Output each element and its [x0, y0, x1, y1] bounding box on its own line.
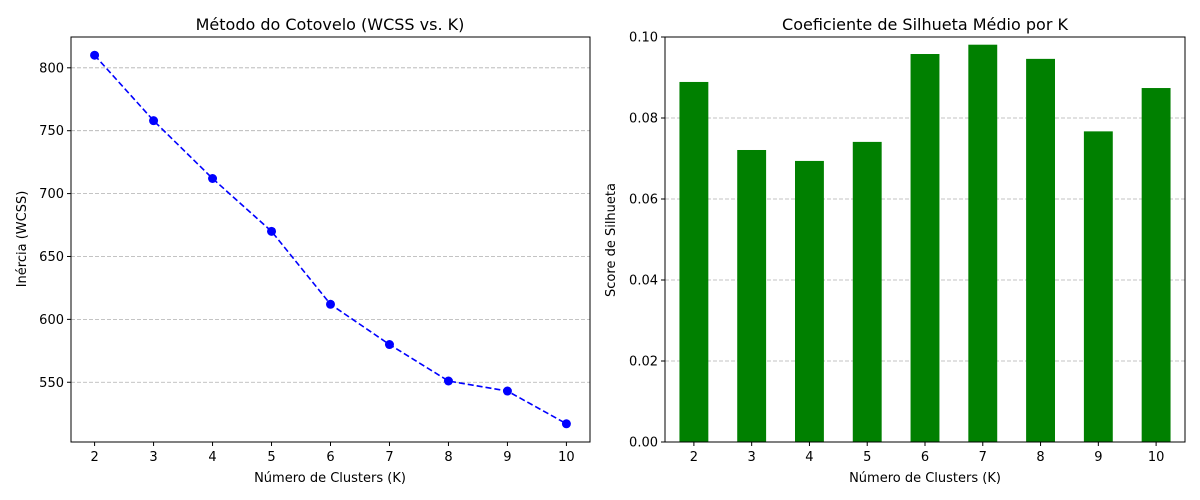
elbow-y-tick-label: 600	[39, 313, 64, 328]
elbow-x-tick-label: 10	[558, 450, 575, 465]
elbow-y-axis-label: Inércia (WCSS)	[15, 191, 30, 288]
silhouette-bar	[795, 160, 824, 442]
silhouette-y-tick-label: 0.08	[629, 112, 658, 127]
wcss-point	[90, 50, 100, 60]
elbow-y-tick-label: 800	[39, 61, 64, 76]
silhouette-x-tick-label: 3	[748, 450, 756, 465]
silhouette-x-axis-label: Número de Clusters (K)	[849, 471, 1001, 486]
silhouette-y-tick-label: 0.02	[629, 355, 658, 370]
wcss-point	[384, 340, 394, 350]
silhouette-y-axis-label: Score de Silhueta	[604, 183, 619, 297]
silhouette-x-tick-label: 4	[805, 450, 813, 465]
elbow-x-axis-label: Número de Clusters (K)	[254, 471, 406, 486]
elbow-x-tick-label: 7	[385, 450, 393, 465]
elbow-x-tick-label: 8	[444, 450, 452, 465]
elbow-y-tick-label: 750	[39, 124, 64, 139]
silhouette-x-tick-label: 7	[979, 450, 987, 465]
elbow-gridlines	[71, 67, 590, 383]
elbow-x-ticks: 2 3 4 5 6 7 8 9 10	[90, 442, 575, 465]
elbow-x-tick-label: 6	[326, 450, 334, 465]
wcss-point	[326, 299, 335, 309]
silhouette-bar	[679, 81, 709, 442]
elbow-chart-title: Método do Cotovelo (WCSS vs. K)	[196, 15, 465, 34]
elbow-y-tick-label: 650	[39, 250, 64, 265]
silhouette-x-tick-label: 5	[863, 450, 871, 465]
silhouette-y-tick-label: 0.06	[629, 193, 658, 208]
silhouette-bar	[910, 54, 940, 442]
silhouette-x-ticks: 2 3 4 5 6 7 8 9 10	[690, 442, 1165, 465]
elbow-x-tick-label: 5	[267, 450, 275, 465]
silhouette-y-tick-label: 0.00	[629, 436, 658, 451]
elbow-x-tick-label: 4	[208, 450, 216, 465]
elbow-y-tick-label: 700	[39, 187, 64, 202]
silhouette-x-tick-label: 6	[921, 450, 929, 465]
silhouette-chart: Coeficiente de Silhueta Médio por K 2 3 4 5…	[604, 15, 1186, 486]
elbow-x-tick-label: 2	[90, 450, 98, 465]
elbow-y-tick-label: 550	[39, 376, 64, 391]
wcss-point	[149, 116, 159, 126]
silhouette-chart-title: Coeficiente de Silhueta Médio por K	[782, 15, 1068, 34]
silhouette-bar	[737, 149, 767, 442]
silhouette-y-tick-label: 0.10	[629, 31, 658, 46]
wcss-point	[443, 376, 453, 386]
elbow-plot-area	[90, 50, 571, 429]
silhouette-x-tick-label: 9	[1094, 450, 1102, 465]
elbow-x-tick-label: 9	[503, 450, 511, 465]
silhouette-plot-area	[679, 44, 1171, 443]
wcss-point	[208, 173, 218, 183]
silhouette-bar	[1141, 88, 1171, 442]
silhouette-bar	[968, 44, 998, 442]
wcss-point	[561, 419, 571, 429]
elbow-chart: Método do Cotovelo (WCSS vs. K) 2 3 4 5 6 7 8 9…	[15, 15, 591, 486]
wcss-point	[267, 226, 277, 236]
silhouette-x-tick-label: 2	[690, 450, 698, 465]
elbow-y-ticks: 550 600 650 700 750 800	[39, 61, 71, 391]
silhouette-bar	[1083, 131, 1113, 443]
silhouette-y-tick-label: 0.04	[629, 274, 658, 289]
silhouette-y-ticks: 0.00 0.02 0.04 0.06 0.08 0.10	[629, 31, 665, 451]
silhouette-x-tick-label: 10	[1148, 450, 1165, 465]
wcss-point	[502, 386, 512, 396]
silhouette-bar	[852, 141, 882, 442]
silhouette-bar	[1026, 58, 1055, 443]
elbow-x-tick-label: 3	[149, 450, 157, 465]
silhouette-x-tick-label: 8	[1036, 450, 1044, 465]
